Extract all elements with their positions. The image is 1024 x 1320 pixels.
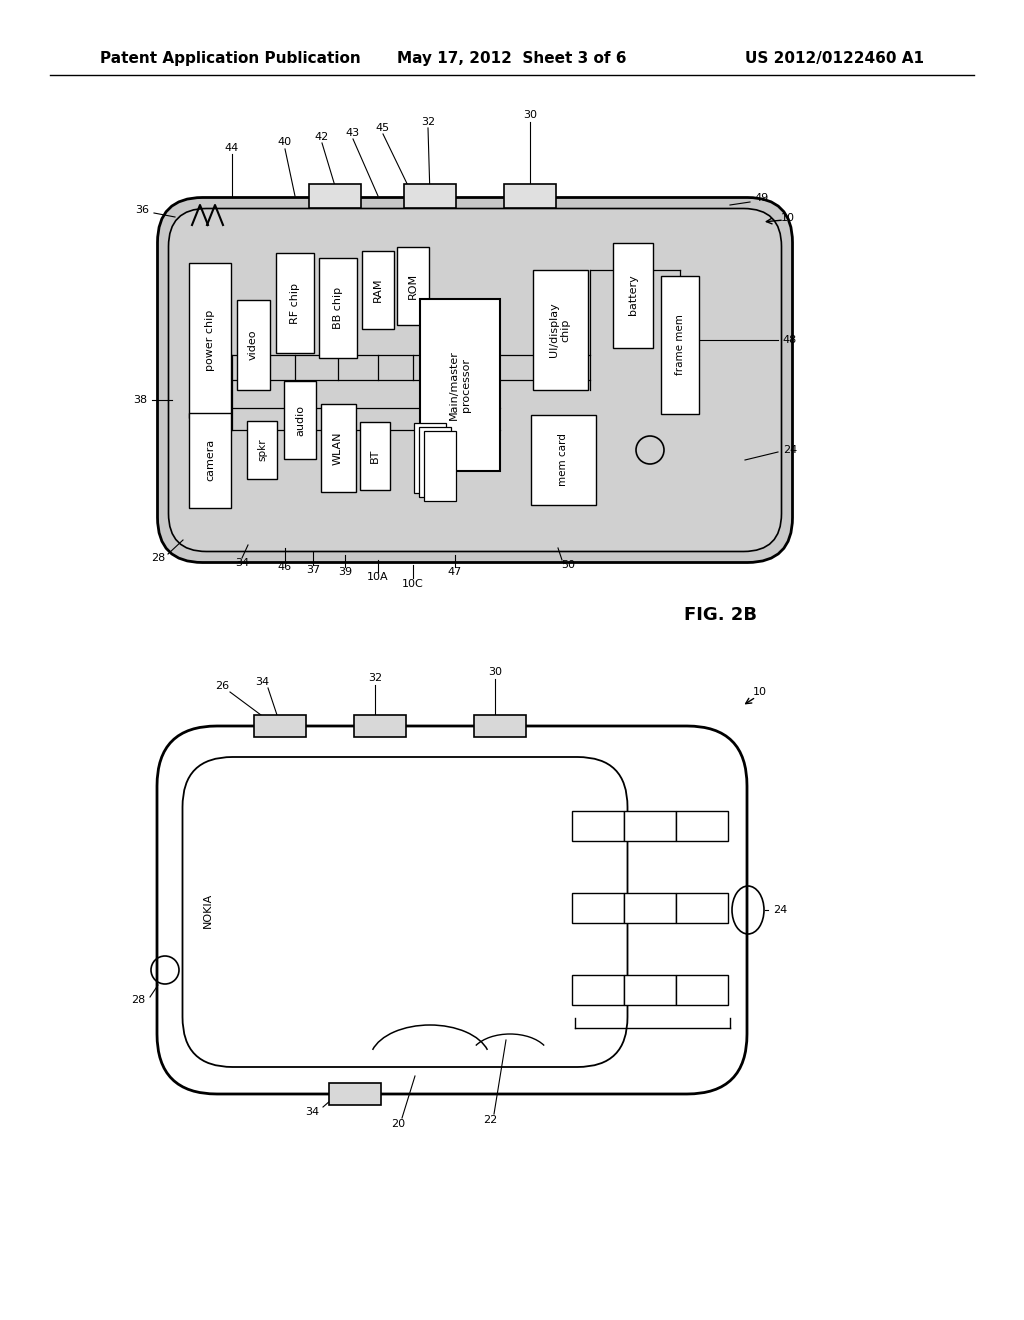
- Text: video: video: [248, 330, 258, 360]
- Bar: [354, 715, 406, 737]
- Bar: [414, 422, 446, 492]
- Text: Patent Application Publication: Patent Application Publication: [100, 50, 360, 66]
- Text: 28: 28: [131, 995, 145, 1005]
- Text: RF chip: RF chip: [290, 282, 300, 323]
- Text: 32: 32: [421, 117, 435, 127]
- Text: 36: 36: [135, 205, 150, 215]
- Bar: [676, 975, 728, 1005]
- Text: 34: 34: [255, 677, 269, 686]
- Bar: [613, 243, 653, 347]
- Bar: [397, 247, 429, 325]
- FancyBboxPatch shape: [158, 198, 793, 562]
- Bar: [362, 251, 394, 329]
- Text: BB chip: BB chip: [333, 286, 343, 329]
- Bar: [624, 894, 676, 923]
- Text: 22: 22: [483, 1115, 497, 1125]
- Text: 47: 47: [447, 568, 462, 577]
- Text: 10: 10: [781, 213, 795, 223]
- Bar: [624, 810, 676, 841]
- Bar: [532, 271, 588, 389]
- Bar: [504, 183, 556, 209]
- Bar: [474, 715, 526, 737]
- Bar: [572, 810, 624, 841]
- Bar: [284, 381, 316, 459]
- Text: UI/display
chip: UI/display chip: [549, 302, 570, 358]
- Text: 30: 30: [523, 110, 537, 120]
- Text: WLAN: WLAN: [333, 432, 343, 465]
- Text: spkr: spkr: [257, 438, 267, 461]
- Text: NOKIA: NOKIA: [203, 892, 213, 928]
- Text: camera: camera: [205, 438, 215, 480]
- Text: 37: 37: [306, 565, 321, 576]
- Bar: [189, 412, 231, 507]
- Bar: [420, 300, 500, 471]
- Text: ROM: ROM: [408, 273, 418, 300]
- Text: power chip: power chip: [205, 309, 215, 371]
- Text: frame mem: frame mem: [675, 314, 685, 375]
- Text: 10A: 10A: [368, 572, 389, 582]
- Text: 42: 42: [314, 132, 329, 143]
- Text: May 17, 2012  Sheet 3 of 6: May 17, 2012 Sheet 3 of 6: [397, 50, 627, 66]
- Text: 24: 24: [783, 445, 797, 455]
- Text: 38: 38: [133, 395, 147, 405]
- Bar: [572, 894, 624, 923]
- Text: BT: BT: [370, 449, 380, 463]
- Bar: [676, 810, 728, 841]
- Text: 34: 34: [234, 558, 249, 568]
- Bar: [247, 421, 278, 479]
- Text: 50: 50: [561, 560, 575, 570]
- Bar: [321, 404, 355, 492]
- Text: 39: 39: [338, 568, 352, 577]
- Text: 30: 30: [488, 667, 502, 677]
- Bar: [404, 183, 456, 209]
- FancyBboxPatch shape: [157, 726, 746, 1094]
- Bar: [276, 253, 314, 352]
- Text: RAM: RAM: [373, 277, 383, 302]
- Bar: [237, 300, 269, 389]
- Bar: [254, 715, 306, 737]
- Bar: [424, 432, 456, 502]
- Text: 32: 32: [368, 673, 382, 682]
- Text: 46: 46: [278, 562, 292, 572]
- Bar: [624, 975, 676, 1005]
- Bar: [329, 1082, 381, 1105]
- Bar: [662, 276, 699, 414]
- Text: 48: 48: [783, 335, 797, 345]
- Text: 10: 10: [753, 686, 767, 697]
- Text: 28: 28: [151, 553, 165, 564]
- Bar: [530, 414, 596, 506]
- Text: audio: audio: [295, 404, 305, 436]
- FancyBboxPatch shape: [182, 756, 628, 1067]
- Bar: [419, 426, 451, 498]
- Bar: [360, 422, 390, 490]
- Text: Main/master
processor: Main/master processor: [450, 350, 471, 420]
- Text: 45: 45: [376, 123, 390, 133]
- Text: 40: 40: [278, 137, 292, 147]
- Text: 10C: 10C: [402, 579, 424, 589]
- Bar: [189, 263, 231, 417]
- Text: battery: battery: [628, 275, 638, 315]
- Text: US 2012/0122460 A1: US 2012/0122460 A1: [745, 50, 924, 66]
- Text: 26: 26: [215, 681, 229, 690]
- Text: FIG. 2B: FIG. 2B: [683, 606, 757, 624]
- Text: 43: 43: [346, 128, 360, 139]
- FancyBboxPatch shape: [169, 209, 781, 552]
- Bar: [676, 894, 728, 923]
- Text: 44: 44: [225, 143, 240, 153]
- Text: 34: 34: [305, 1107, 319, 1117]
- Bar: [572, 975, 624, 1005]
- Bar: [319, 257, 357, 358]
- Text: mem card: mem card: [558, 433, 568, 487]
- Text: 49: 49: [755, 193, 769, 203]
- Text: 24: 24: [773, 906, 787, 915]
- Text: 20: 20: [391, 1119, 406, 1129]
- Bar: [309, 183, 361, 209]
